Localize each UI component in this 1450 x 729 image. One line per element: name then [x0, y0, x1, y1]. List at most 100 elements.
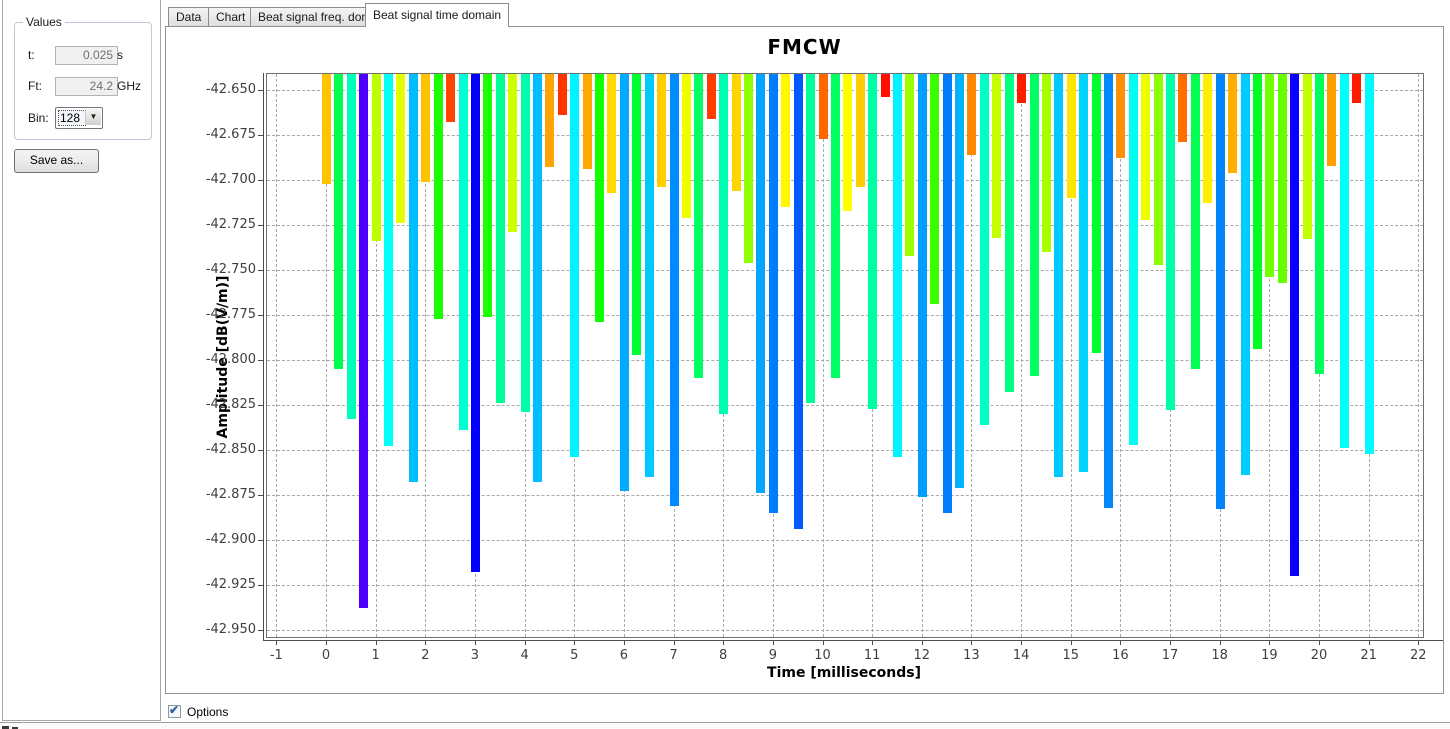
- tab-beat-signal-freq-domain[interactable]: Beat signal freq. domain: [250, 7, 396, 26]
- amplitude-bar: [346, 74, 356, 420]
- t-field[interactable]: 0.025: [55, 46, 118, 65]
- h-gridline: [267, 360, 1423, 361]
- t-unit-label: s: [117, 48, 123, 62]
- x-tick: [1219, 640, 1221, 645]
- amplitude-bar: [744, 74, 754, 263]
- v-gridline: [1070, 74, 1072, 637]
- amplitude-bar: [1166, 74, 1176, 411]
- x-tick: [772, 640, 774, 645]
- amplitude-bar: [1017, 74, 1027, 103]
- v-gridline: [1418, 74, 1420, 637]
- tab-beat-signal-time-domain[interactable]: Beat signal time domain: [365, 3, 510, 27]
- amplitude-bar: [607, 74, 617, 193]
- window-bottom-edge: [0, 722, 1450, 723]
- x-tick-label: 3: [470, 648, 480, 663]
- amplitude-bar: [892, 74, 902, 458]
- bin-dropdown-value: 128: [58, 110, 86, 126]
- amplitude-bar: [1252, 74, 1262, 350]
- amplitude-bar: [930, 74, 940, 305]
- x-tick-label: 5: [570, 648, 579, 663]
- x-tick-label: 17: [1161, 648, 1179, 663]
- h-gridline: [267, 630, 1423, 631]
- x-tick: [524, 640, 526, 645]
- x-tick-label: 8: [719, 648, 728, 663]
- h-gridline: [267, 585, 1423, 586]
- ft-field[interactable]: 24.2: [55, 77, 118, 96]
- x-tick: [1120, 640, 1122, 645]
- chart-title: FMCW: [767, 35, 842, 59]
- amplitude-bar: [830, 74, 840, 378]
- x-tick-label: 13: [963, 648, 980, 663]
- amplitude-bar: [1290, 74, 1300, 576]
- amplitude-bar: [669, 74, 679, 506]
- x-tick-label: 22: [1410, 648, 1427, 663]
- tab-chart[interactable]: Chart: [208, 7, 254, 26]
- y-tick: [258, 90, 263, 91]
- amplitude-bar: [731, 74, 741, 191]
- amplitude-bar: [843, 74, 853, 211]
- h-gridline: [267, 315, 1423, 316]
- x-tick: [326, 640, 327, 645]
- h-gridline: [267, 540, 1423, 541]
- y-tick: [258, 540, 263, 541]
- y-tick-label: -42.775: [205, 307, 256, 322]
- ft-label: Ft:: [28, 79, 42, 93]
- sidebar-panel: Values t: 0.025 s Ft: 24.2 GHz Bin: 128 …: [2, 0, 161, 721]
- amplitude-bar: [1203, 74, 1213, 204]
- y-tick: [258, 135, 263, 136]
- x-tick: [1021, 640, 1023, 645]
- x-tick-label: 10: [814, 648, 831, 663]
- ft-unit-label: GHz: [117, 79, 141, 93]
- amplitude-bar: [1091, 74, 1101, 353]
- bin-label: Bin:: [28, 111, 49, 125]
- cropped-ui-artifact: [12, 727, 18, 729]
- amplitude-bar: [955, 74, 965, 488]
- amplitude-bar: [1327, 74, 1337, 166]
- y-tick: [258, 405, 263, 406]
- options-checkbox[interactable]: ✔: [168, 703, 181, 718]
- amplitude-bar: [1240, 74, 1250, 476]
- y-tick: [258, 585, 263, 586]
- x-tick: [474, 640, 476, 645]
- amplitude-bar: [1103, 74, 1113, 508]
- amplitude-bar: [408, 74, 418, 483]
- amplitude-bar: [495, 74, 505, 404]
- amplitude-bar: [520, 74, 530, 413]
- amplitude-bar: [681, 74, 691, 218]
- amplitude-bar: [595, 74, 605, 323]
- amplitude-bar: [719, 74, 729, 414]
- v-gridline: [1120, 74, 1122, 637]
- x-axis-title: Time [milliseconds]: [767, 665, 921, 681]
- bottom-strip: [0, 723, 1450, 729]
- amplitude-bar: [979, 74, 989, 425]
- y-tick-label: -42.950: [205, 622, 256, 637]
- h-gridline: [267, 270, 1423, 271]
- tab-data[interactable]: Data: [168, 7, 210, 26]
- amplitude-bar: [768, 74, 778, 513]
- save-as-button[interactable]: Save as...: [14, 149, 99, 173]
- amplitude-bar: [806, 74, 816, 404]
- amplitude-bar: [1190, 74, 1200, 369]
- amplitude-bar: [818, 74, 828, 139]
- bin-dropdown[interactable]: 128 ▼: [55, 107, 103, 129]
- amplitude-bar: [1277, 74, 1287, 283]
- h-gridline: [267, 405, 1423, 406]
- x-tick-label: 18: [1211, 648, 1228, 663]
- amplitude-bar: [967, 74, 977, 155]
- x-tick-label: 9: [768, 648, 777, 663]
- x-tick: [623, 640, 625, 645]
- amplitude-bar: [1339, 74, 1349, 449]
- amplitude-bar: [1041, 74, 1051, 252]
- amplitude-bar: [1178, 74, 1188, 143]
- t-label: t:: [28, 48, 35, 62]
- amplitude-bar: [371, 74, 381, 242]
- amplitude-bar: [1364, 74, 1374, 454]
- y-tick: [258, 495, 263, 496]
- amplitude-bar: [322, 74, 331, 184]
- chevron-down-icon[interactable]: ▼: [85, 109, 101, 125]
- v-gridline: [971, 74, 973, 637]
- x-tick-label: 7: [669, 648, 678, 663]
- y-tick-label: -42.850: [205, 442, 256, 457]
- x-tick: [673, 640, 675, 645]
